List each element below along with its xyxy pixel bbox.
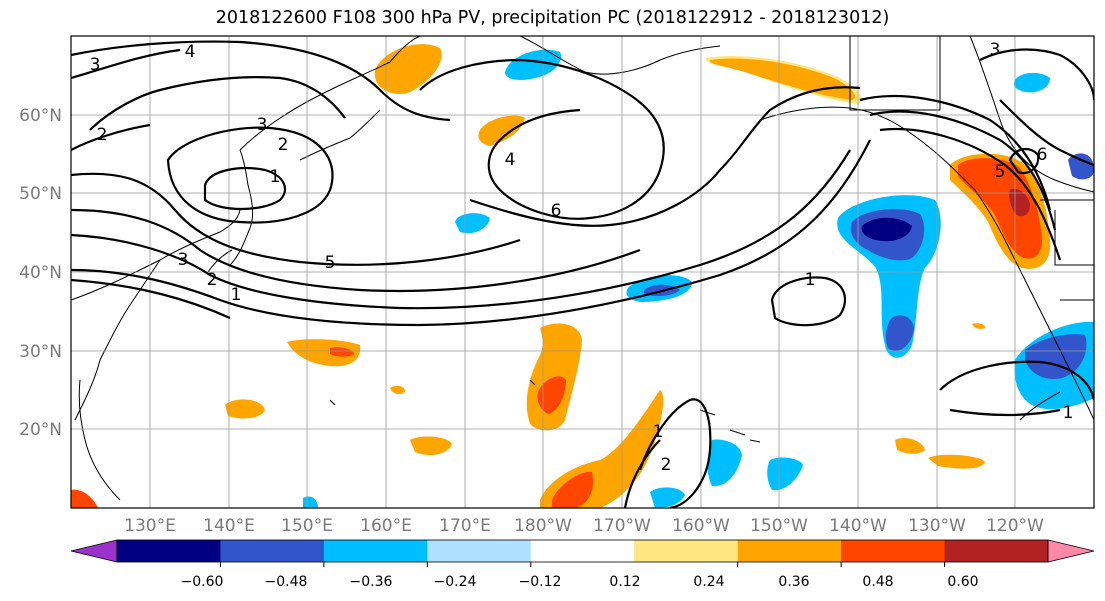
lon-label: 160°W bbox=[672, 516, 730, 536]
longitude-labels: 130°E 140°E 150°E 160°E 170°E 180°W 170°… bbox=[124, 516, 1044, 536]
pv-contour-label: 2 bbox=[97, 125, 108, 145]
lon-label: 140°E bbox=[203, 516, 255, 536]
colorbar bbox=[70, 539, 1095, 567]
pv-contour-label: 1 bbox=[805, 270, 816, 290]
colorbar-segment bbox=[530, 540, 635, 562]
pv-contour-label: 2 bbox=[207, 270, 218, 290]
graticule bbox=[71, 36, 1094, 508]
lon-label: 130°W bbox=[908, 516, 966, 536]
pv-contour-label: 6 bbox=[1037, 145, 1048, 165]
colorbar-tick-label: −0.12 bbox=[519, 574, 562, 590]
colorbar-tick-label: −0.24 bbox=[434, 574, 477, 590]
lon-label: 150°E bbox=[281, 516, 333, 536]
colorbar-segment bbox=[737, 540, 842, 562]
pv-contour-label: 1 bbox=[231, 285, 242, 305]
pv-contour-label: 5 bbox=[995, 162, 1006, 182]
colorbar-extend-min bbox=[70, 539, 118, 563]
lon-label: 140°W bbox=[829, 516, 887, 536]
colorbar-tick-label: 0.60 bbox=[947, 574, 978, 590]
colorbar-segment bbox=[427, 540, 532, 562]
lat-label: 20°N bbox=[19, 420, 62, 440]
pv-contour-label: 1 bbox=[1063, 403, 1074, 423]
lat-label: 60°N bbox=[19, 106, 62, 126]
latitude-labels: 60°N 50°N 40°N 30°N 20°N bbox=[19, 106, 62, 440]
pv-contour-label: 1 bbox=[653, 422, 664, 442]
map-title: 2018122600 F108 300 hPa PV, precipitatio… bbox=[215, 8, 890, 28]
lon-label: 170°E bbox=[439, 516, 491, 536]
colorbar-segment bbox=[117, 540, 221, 562]
colorbar-segment bbox=[323, 540, 428, 562]
lat-label: 50°N bbox=[19, 184, 62, 204]
lon-label: 160°E bbox=[360, 516, 412, 536]
pv-contour-label: 2 bbox=[661, 455, 672, 475]
map-frame bbox=[70, 35, 1095, 509]
pv-contour-label: 1 bbox=[270, 167, 281, 187]
pv-contour-label: 3 bbox=[178, 250, 189, 270]
pv-contour-label: 4 bbox=[185, 42, 196, 62]
pv-contour-label: 4 bbox=[505, 150, 516, 170]
lon-label: 120°W bbox=[986, 516, 1044, 536]
pv-contour-label: 3 bbox=[990, 40, 1001, 60]
pv-contour-label: 2 bbox=[278, 135, 289, 155]
colorbar-frame bbox=[116, 539, 1049, 563]
pv-contour-labels: 4 3 2 3 2 1 4 6 5 3 2 1 1 3 5 6 1 2 1 bbox=[90, 40, 1074, 475]
colorbar-tick-label: −0.48 bbox=[265, 574, 308, 590]
colorbar-tick-label: −0.60 bbox=[181, 574, 224, 590]
lon-label: 150°W bbox=[750, 516, 808, 536]
pv-contour-label: 6 bbox=[551, 201, 562, 221]
colorbar-segment bbox=[634, 540, 739, 562]
lat-label: 30°N bbox=[19, 342, 62, 362]
colorbar-tick-labels: −0.60 −0.48 −0.36 −0.24 −0.12 0.12 0.24 … bbox=[181, 574, 979, 590]
lon-label: 170°W bbox=[593, 516, 651, 536]
pv-contours bbox=[71, 40, 1094, 508]
pv-contour-label: 5 bbox=[325, 253, 336, 273]
lon-label: 180°W bbox=[514, 516, 572, 536]
colorbar-segment bbox=[841, 540, 946, 562]
colorbar-segment bbox=[220, 540, 325, 562]
lon-label: 130°E bbox=[124, 516, 176, 536]
colorbar-segment bbox=[944, 540, 1049, 562]
colorbar-tick-label: −0.36 bbox=[350, 574, 393, 590]
colorbar-tick-label: 0.12 bbox=[609, 574, 640, 590]
lat-label: 40°N bbox=[19, 263, 62, 283]
pv-contour-label: 3 bbox=[90, 55, 101, 75]
colorbar-tick-label: 0.36 bbox=[778, 574, 809, 590]
pv-contour-label: 3 bbox=[257, 115, 268, 135]
colorbar-tick-label: 0.48 bbox=[862, 574, 893, 590]
colorbar-extend-max bbox=[1047, 539, 1095, 563]
colorbar-tick-label: 0.24 bbox=[693, 574, 724, 590]
